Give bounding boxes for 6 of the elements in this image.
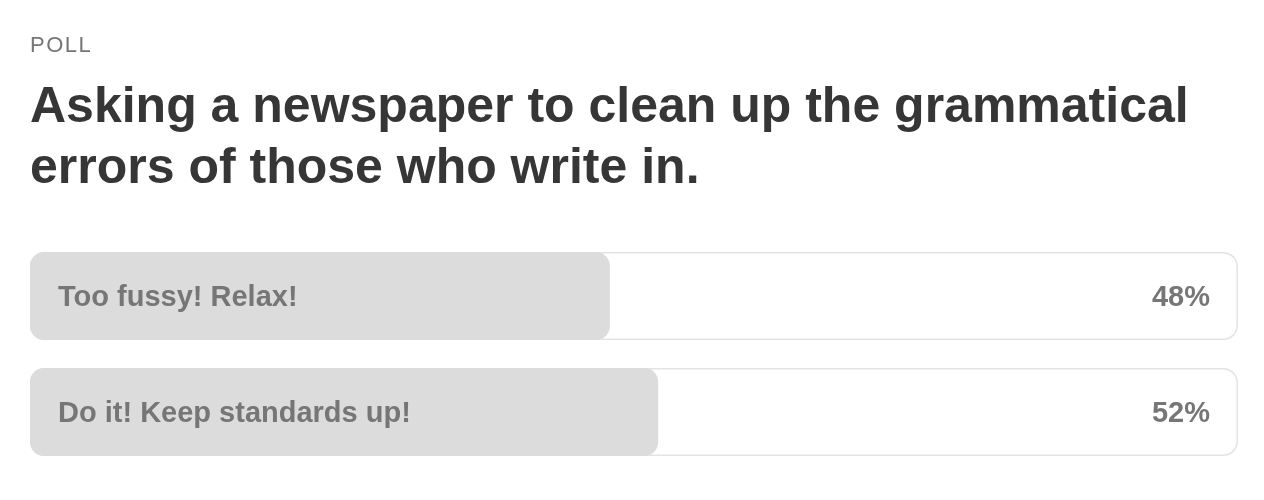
- text: POLL: [30, 32, 93, 57]
- data-label: 52%: [1151, 396, 1211, 428]
- y-tick-label: Do it! Keep standards up!: [58, 396, 411, 428]
- data-label: 48%: [1151, 280, 1211, 312]
- y-tick-label: Too fussy! Relax!: [58, 280, 298, 312]
- chart-title: Asking a newspaper to clean up the grammatical errors of those who write in.: [30, 77, 1189, 194]
